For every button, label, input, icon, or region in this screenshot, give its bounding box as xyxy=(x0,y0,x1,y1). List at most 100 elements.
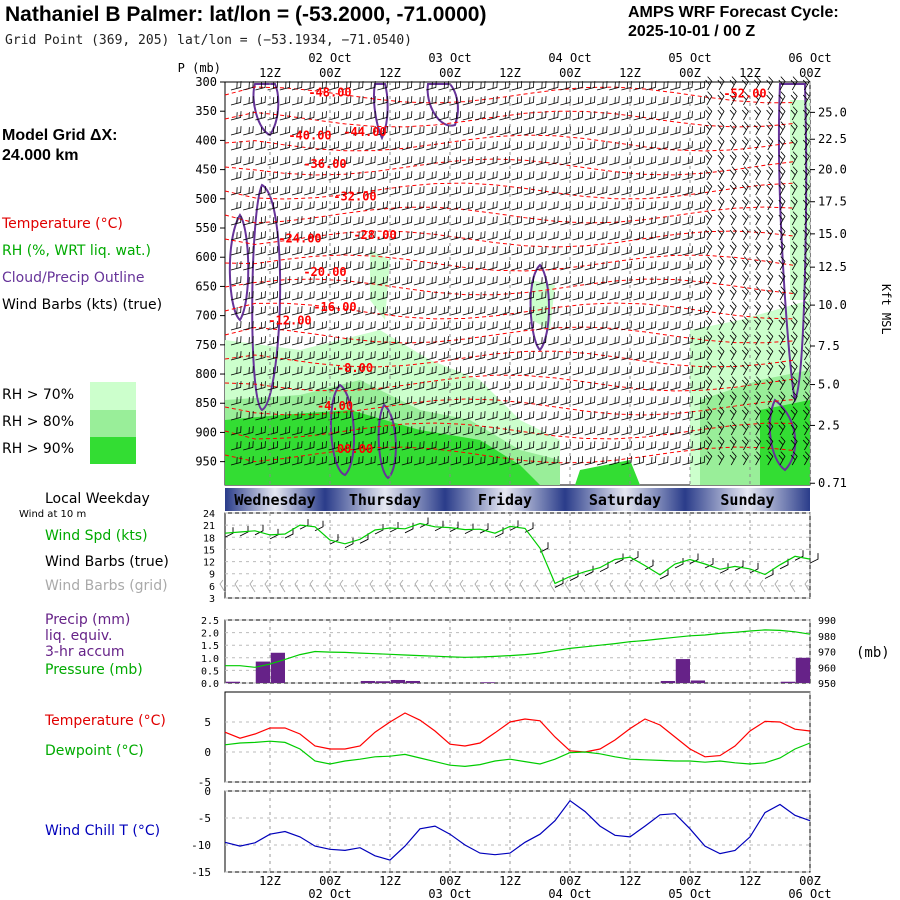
wind-barb xyxy=(279,411,291,421)
wind-barb xyxy=(230,186,242,196)
wind-barb xyxy=(802,331,810,346)
wind-barb xyxy=(511,81,523,91)
wind-barb xyxy=(778,151,786,166)
wind-barb xyxy=(694,396,706,406)
wind-barb xyxy=(633,396,645,406)
wind-barb xyxy=(365,81,376,91)
wind-barb xyxy=(474,321,486,331)
wind-barb xyxy=(328,186,340,196)
grid-wind-barb xyxy=(624,579,631,593)
wind-barb xyxy=(596,381,608,391)
wind-barb xyxy=(802,376,810,391)
wind-barb xyxy=(717,166,725,181)
wind-barb xyxy=(279,441,291,451)
wind-barb xyxy=(450,81,462,91)
pressure-label-900: 900 xyxy=(195,425,217,439)
wind-barb xyxy=(633,351,645,361)
wind-barb xyxy=(682,96,693,106)
wind-barb xyxy=(766,316,774,331)
wind-barb xyxy=(572,351,584,361)
wind-barb xyxy=(802,226,810,241)
wind-barb xyxy=(279,306,291,316)
wind-barb xyxy=(255,441,266,451)
wind-barb xyxy=(633,426,645,436)
wind-barb xyxy=(279,126,291,136)
wind-barb xyxy=(255,171,266,181)
wind-barb xyxy=(243,381,254,391)
wind-barb xyxy=(778,286,786,301)
wind-barb xyxy=(548,171,559,181)
wind-barb xyxy=(328,96,340,106)
wind-barb xyxy=(291,186,303,196)
wind-barb xyxy=(778,331,786,346)
wind-barb xyxy=(645,231,657,241)
wind-barb xyxy=(255,216,266,226)
pressure-label-950: 950 xyxy=(195,455,217,469)
wind-barb xyxy=(462,276,474,286)
wind-barb xyxy=(657,351,669,361)
wind-barb xyxy=(426,306,437,316)
wind-barb xyxy=(754,91,762,106)
windchill-ytick-1: -5 xyxy=(198,812,211,825)
temp-label-6: -24.00 xyxy=(278,232,321,246)
wind-barb xyxy=(523,381,535,391)
wind-barb xyxy=(279,426,291,436)
wind-barb xyxy=(584,381,596,391)
wind-barb xyxy=(633,126,645,136)
wind-barb xyxy=(389,216,401,226)
wind-barb xyxy=(511,426,523,436)
isotherm-15 xyxy=(224,446,796,464)
isotherm-13 xyxy=(224,398,796,416)
wind-barb xyxy=(754,151,762,166)
wind-barb xyxy=(426,336,437,346)
wind-barb xyxy=(316,396,327,406)
surface-wind-barb xyxy=(434,520,444,532)
wind-barb xyxy=(535,81,547,91)
wind-barb xyxy=(633,156,645,166)
wind-barb xyxy=(802,181,810,196)
wind-barb xyxy=(499,366,510,376)
wind-barb xyxy=(352,111,364,121)
wind-barb xyxy=(802,151,810,166)
wind-barb xyxy=(352,126,364,136)
wind-barb xyxy=(511,291,523,301)
wind-barb xyxy=(450,336,462,346)
wind-barb xyxy=(717,421,725,436)
wind-barb xyxy=(572,216,584,226)
wind-barb xyxy=(682,156,693,166)
wind-barb xyxy=(523,81,535,91)
wind-barb xyxy=(778,271,786,286)
wind-barb xyxy=(705,151,713,166)
precip-panel-frame xyxy=(224,619,811,684)
wind-barb xyxy=(499,276,510,286)
wind-barb xyxy=(426,276,437,286)
wind-barb xyxy=(304,111,315,121)
wind-barb xyxy=(316,246,327,256)
wind-barb xyxy=(316,81,327,91)
wind-barb xyxy=(243,96,254,106)
wind-barb xyxy=(487,411,498,421)
wind-barb xyxy=(243,201,254,211)
wind-barb xyxy=(548,336,559,346)
wind-barb xyxy=(499,291,510,301)
wind-barb xyxy=(523,426,535,436)
wind-barb xyxy=(316,111,327,121)
wind-barb xyxy=(609,186,620,196)
wind-barb xyxy=(609,96,620,106)
wind-barb xyxy=(279,276,291,286)
isotherm-14 xyxy=(224,422,796,440)
wind-barb xyxy=(291,111,303,121)
wind-barb xyxy=(802,421,810,436)
wind-barb xyxy=(609,336,620,346)
wind-barb xyxy=(717,391,725,406)
wind-barb xyxy=(377,231,388,241)
wind-barb xyxy=(584,456,596,466)
wind-barb xyxy=(523,186,535,196)
wind-barb xyxy=(657,276,669,286)
wind-barb xyxy=(523,156,535,166)
wind-barb xyxy=(717,316,725,331)
wind-barb xyxy=(291,141,303,151)
wind-barb xyxy=(790,331,798,346)
wind-barb xyxy=(790,316,798,331)
wind-barb xyxy=(682,336,693,346)
